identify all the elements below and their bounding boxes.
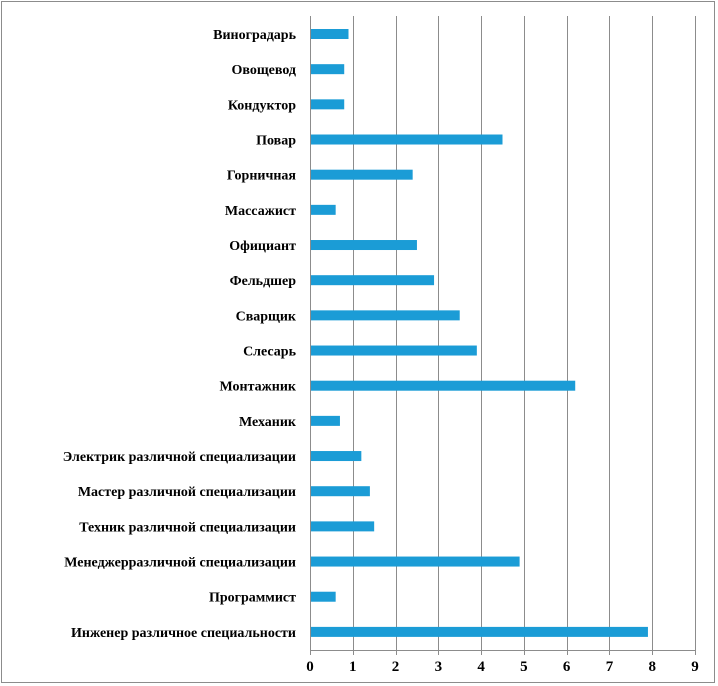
x-tick-label-5: 5 [520,659,528,675]
category-label-2: Овощевод [231,63,296,78]
bar-13 [310,451,362,462]
category-label-12: Механик [239,415,297,430]
category-label-15: Техник различной специализации [79,520,296,535]
bar-4 [310,134,503,145]
x-tick-label-4: 4 [477,659,485,675]
category-label-17: Программист [209,591,296,606]
category-label-1: Виноградарь [213,28,296,43]
bar-15 [310,521,375,532]
bar-18 [310,626,648,637]
x-tick-label-7: 7 [606,659,614,675]
category-label-14: Мастер различной специализации [78,485,296,500]
bar-14 [310,486,370,497]
category-label-3: Кондуктор [228,98,296,113]
bar-5 [310,169,413,180]
bar-10 [310,345,477,356]
x-tick-label-1: 1 [349,659,357,675]
bar-6 [310,204,336,215]
x-tick-label-6: 6 [563,659,571,675]
bar-1 [310,29,349,39]
category-label-13: Электрик различной специализации [63,450,296,465]
category-label-4: Повар [256,134,296,149]
x-tick-label-0: 0 [306,659,314,675]
x-tick-label-8: 8 [648,659,656,675]
x-tick-label-9: 9 [691,659,699,675]
bar-12 [310,415,340,426]
bar-3 [310,99,345,110]
category-label-6: Массажист [225,204,296,219]
bar-16 [310,556,520,567]
category-label-8: Фельдшер [230,274,297,289]
x-tick-label-2: 2 [392,659,400,675]
category-label-7: Официант [229,239,296,254]
bar-2 [310,64,345,75]
bar-9 [310,310,460,321]
category-label-9: Сварщик [236,309,297,324]
category-label-18: Инженер различное специальности [71,626,296,641]
category-label-16: Менеджерразличной специализации [64,556,296,571]
category-label-11: Монтажник [220,380,297,395]
bar-7 [310,240,417,251]
bar-11 [310,380,576,391]
category-label-10: Слесарь [243,345,297,360]
bar-8 [310,275,435,286]
bar-17 [310,591,336,602]
x-tick-label-3: 3 [435,659,443,675]
category-label-5: Горничная [227,169,297,184]
